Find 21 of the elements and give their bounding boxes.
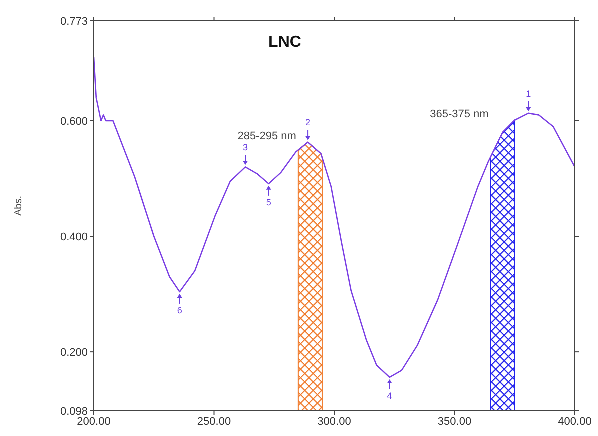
annotation: 1 [526, 88, 532, 99]
annotation: 5 [266, 197, 272, 208]
text: LNC [268, 34, 302, 51]
x-tick-label: 300.00 [318, 416, 352, 428]
annotation: 6 [177, 305, 182, 316]
y-tick-label: 0.600 [60, 116, 88, 128]
x-tick-label: 400.00 [558, 416, 592, 428]
annotation: 3 [243, 142, 248, 153]
annotation: 4 [387, 390, 392, 401]
y-tick-label: 0.200 [60, 346, 88, 359]
annotation: 2 [306, 118, 311, 128]
x-tick-label: 350.00 [438, 416, 472, 428]
y-tick-label: 0.773 [60, 16, 88, 28]
band-label: 285-295 nm [238, 130, 296, 142]
line-series [94, 56, 575, 378]
y-tick-label: 0.400 [60, 231, 88, 244]
y-axis-title: Abs. [14, 196, 25, 216]
band-label: 365-375 nm [430, 108, 489, 120]
x-tick-label: 250.00 [197, 416, 232, 428]
y-tick-label: 0.098 [60, 406, 88, 418]
x-tick-label: 200.00 [77, 416, 111, 428]
